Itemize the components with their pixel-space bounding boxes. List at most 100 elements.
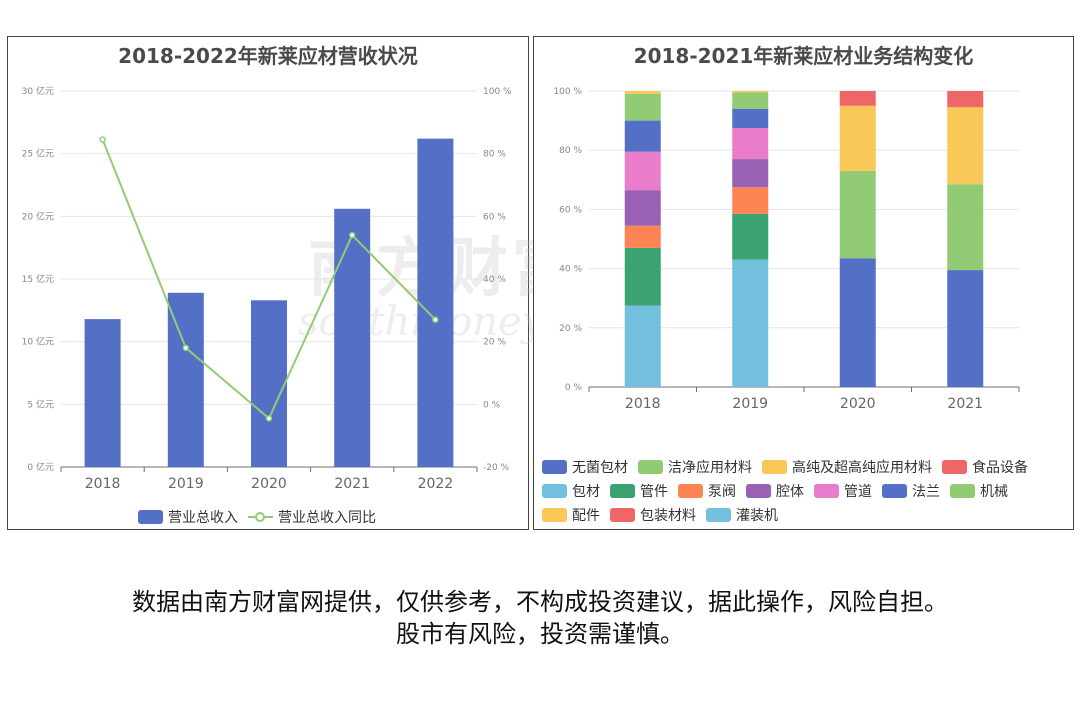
revenue-yoy-point (432, 316, 439, 323)
y-right-tick-label: 0 % (483, 400, 501, 410)
y-tick-label: 80 % (559, 146, 582, 156)
y-right-tick-label: 100 % (483, 87, 512, 97)
legend-item-revenue-yoy[interactable]: 营业总收入同比 (248, 505, 376, 529)
y-left-tick-label: 0 亿元 (27, 461, 54, 473)
legend-item[interactable]: 管道 (814, 479, 872, 503)
revenue-chart-legend: 营业总收入 营业总收入同比 (138, 505, 386, 529)
revenue-yoy-point (99, 136, 106, 143)
legend-item[interactable]: 高纯及超高纯应用材料 (762, 455, 932, 479)
legend-item[interactable]: 机械 (950, 479, 1008, 503)
legend-label-revenue-yoy: 营业总收入同比 (278, 510, 376, 526)
legend-label: 管道 (844, 484, 872, 500)
disclaimer-line-1: 数据由南方财富网提供，仅供参考，不构成投资建议，据此操作，风险自担。 (132, 588, 948, 616)
legend-swatch (542, 460, 567, 474)
legend-item-revenue[interactable]: 营业总收入 (138, 505, 238, 529)
legend-swatch (706, 508, 731, 522)
y-right-tick-label: 20 % (483, 338, 506, 348)
revenue-bar (167, 292, 204, 467)
legend-label-revenue: 营业总收入 (168, 510, 238, 526)
x-tick-label: 2020 (251, 476, 287, 492)
y-right-tick-label: 80 % (483, 150, 506, 160)
stack-segment (732, 187, 769, 214)
revenue-chart-title: 2018-2022年新莱应材营收状况 (118, 44, 418, 68)
x-tick-label: 2022 (418, 476, 454, 492)
y-left-tick-label: 5 亿元 (27, 398, 54, 410)
stack-segment (732, 213, 769, 260)
legend-swatch (638, 460, 663, 474)
legend-label: 食品设备 (972, 460, 1028, 476)
legend-item[interactable]: 配件 (542, 503, 600, 527)
legend-swatch (746, 484, 771, 498)
y-left-tick-label: 25 亿元 (22, 148, 54, 160)
stack-segment (947, 107, 984, 185)
revenue-bar (251, 300, 287, 467)
stack-segment (947, 91, 984, 108)
y-left-tick-label: 20 亿元 (22, 210, 54, 222)
y-right-tick-label: 60 % (483, 212, 506, 222)
y-left-tick-label: 30 亿元 (22, 85, 54, 97)
legend-item[interactable]: 泵阀 (678, 479, 736, 503)
legend-item[interactable]: 腔体 (746, 479, 804, 503)
legend-label: 灌装机 (736, 508, 778, 524)
x-tick-label: 2018 (625, 396, 661, 412)
stack-segment (947, 184, 984, 271)
legend-item[interactable]: 灌装机 (706, 503, 778, 527)
legend-swatch (950, 484, 975, 498)
y-right-tick-label: -20 % (483, 463, 510, 473)
revenue-chart-plot: 0 亿元 5 亿元 10 亿元 15 亿元 20 亿元 25 亿元 30 亿元 -20 % 0 … (22, 85, 512, 492)
legend-swatch (882, 484, 907, 498)
y-tick-label: 20 % (559, 324, 582, 334)
legend-swatch-revenue (138, 510, 163, 524)
legend-swatch (762, 460, 787, 474)
revenue-bar (334, 208, 371, 467)
legend-swatch (678, 484, 703, 498)
legend-label: 法兰 (912, 484, 940, 500)
y-right-tick-label: 40 % (483, 275, 506, 285)
stack-segment (624, 225, 661, 248)
stack-segment (839, 91, 876, 106)
stack-segment (839, 105, 876, 171)
stack-segment (624, 305, 661, 387)
stack-segment (732, 92, 769, 109)
legend-label: 高纯及超高纯应用材料 (792, 460, 932, 476)
legend-swatch (542, 508, 567, 522)
legend-item[interactable]: 管件 (610, 479, 668, 503)
x-tick-label: 2019 (732, 396, 768, 412)
legend-swatch-revenue-yoy (248, 510, 273, 524)
legend-item[interactable]: 无菌包材 (542, 455, 628, 479)
stack-segment (624, 190, 661, 226)
legend-label: 管件 (640, 484, 668, 500)
legend-swatch (814, 484, 839, 498)
y-tick-label: 40 % (559, 265, 582, 275)
legend-item[interactable]: 法兰 (882, 479, 940, 503)
legend-label: 机械 (980, 484, 1008, 500)
legend-label: 配件 (572, 508, 600, 524)
disclaimer: 数据由南方财富网提供，仅供参考，不构成投资建议，据此操作，风险自担。 股市有风险… (0, 586, 1080, 650)
stack-segment (732, 91, 769, 93)
stack-segment (624, 120, 661, 152)
disclaimer-line-2: 股市有风险，投资需谨慎。 (396, 620, 684, 648)
legend-swatch (942, 460, 967, 474)
y-left-tick-label: 15 亿元 (22, 273, 54, 285)
y-tick-label: 100 % (553, 87, 582, 97)
stack-segment (732, 159, 769, 188)
legend-swatch (610, 508, 635, 522)
legend-item[interactable]: 包材 (542, 479, 600, 503)
stack-segment (839, 258, 876, 387)
x-tick-label: 2019 (168, 476, 204, 492)
x-tick-label: 2020 (840, 396, 876, 412)
x-tick-label: 2018 (85, 476, 121, 492)
revenue-bar (84, 319, 121, 467)
x-tick-label: 2021 (334, 476, 370, 492)
legend-swatch (542, 484, 567, 498)
legend-item[interactable]: 洁净应用材料 (638, 455, 752, 479)
stack-segment (732, 108, 769, 128)
legend-item[interactable]: 包装材料 (610, 503, 696, 527)
revenue-yoy-point (348, 231, 356, 239)
legend-swatch (610, 484, 635, 498)
stack-segment (624, 151, 661, 191)
legend-item[interactable]: 食品设备 (942, 455, 1028, 479)
legend-label: 包材 (572, 484, 600, 500)
business-structure-chart-panel: 2018-2021年新莱应材业务结构变化 0 % 20 % 40 % 60 % 80 %… (533, 36, 1074, 530)
y-tick-label: 0 % (565, 383, 583, 393)
